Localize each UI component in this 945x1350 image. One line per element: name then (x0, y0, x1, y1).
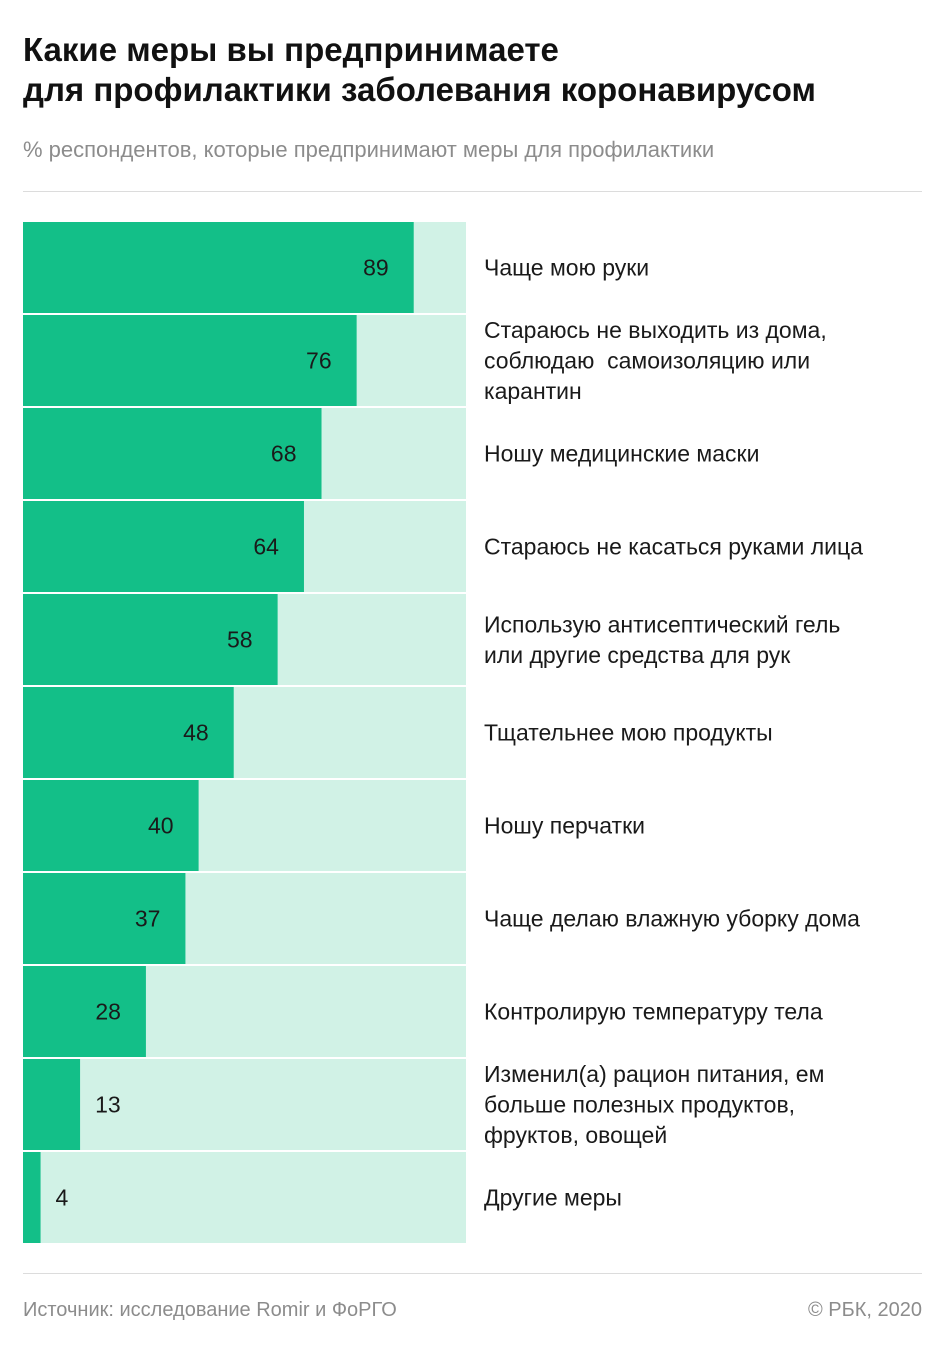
category-label-line: Использую антисептический гель (484, 611, 840, 637)
chart-title-line-2: для профилактики заболевания коронавирус… (23, 71, 816, 108)
bar-value-label: 76 (306, 348, 332, 374)
source-note: Источник: исследование Romir и ФоРГО (23, 1299, 397, 1321)
bar (23, 222, 414, 313)
category-label-line: Ношу перчатки (484, 813, 645, 839)
category-label-line: Стараюсь не выходить из дома, (484, 317, 827, 343)
category-label-line: фруктов, овощей (484, 1122, 667, 1148)
bar-value-label: 28 (95, 999, 121, 1025)
bar-value-label: 64 (253, 534, 279, 560)
chart-title-line-1: Какие меры вы предпринимаете (23, 31, 559, 68)
chart-title: Какие меры вы предпринимаете для профила… (23, 30, 923, 110)
bar-value-label: 13 (95, 1092, 121, 1118)
bar-value-label: 37 (135, 906, 161, 932)
category-label: Чаще мою руки (484, 255, 649, 281)
bar (23, 315, 357, 406)
bar (23, 687, 234, 778)
category-label: Тщательнее мою продукты (484, 720, 773, 746)
category-label-line: Стараюсь не касаться руками лица (484, 534, 863, 560)
category-label: Изменил(а) рацион питания, ем больше поле… (484, 1061, 824, 1148)
category-label-line: Чаще мою руки (484, 255, 649, 281)
bar (23, 1059, 81, 1150)
category-label: Стараюсь не касаться руками лица (484, 534, 863, 560)
category-label-line: Ношу медицинские маски (484, 441, 759, 467)
category-label-line: Другие меры (484, 1185, 622, 1211)
bar-value-label: 4 (56, 1185, 69, 1211)
bar-value-label: 89 (363, 255, 389, 281)
category-label-line: Контролирую температуру тела (484, 999, 823, 1025)
bar-track (23, 1152, 466, 1243)
copyright-note: © РБК, 2020 (807, 1299, 922, 1321)
category-label: Использую антисептический гель или другие… (484, 611, 840, 668)
category-label-line: Изменил(а) рацион питания, ем (484, 1061, 824, 1087)
bar (23, 1152, 41, 1243)
category-label-line: соблюдаю самоизоляцию или (484, 348, 810, 374)
bottom-divider (23, 1273, 922, 1274)
bar (23, 408, 322, 499)
bar-value-label: 68 (271, 441, 297, 467)
chart-subtitle: % респондентов, которые предпринимают ме… (23, 137, 715, 162)
bar-track (23, 1059, 466, 1150)
top-divider (23, 191, 922, 192)
category-label: Ношу медицинские маски (484, 441, 759, 467)
category-label: Стараюсь не выходить из дома, соблюдаю са… (484, 317, 827, 404)
category-label: Ношу перчатки (484, 813, 645, 839)
bar (23, 780, 199, 871)
category-label-line: Чаще делаю влажную уборку дома (484, 906, 860, 932)
bar (23, 873, 186, 964)
bar-value-label: 40 (148, 813, 174, 839)
bar (23, 501, 304, 592)
category-label-line: карантин (484, 378, 582, 404)
category-label: Контролирую температуру тела (484, 999, 823, 1025)
category-label: Другие меры (484, 1185, 622, 1211)
category-label-line: Тщательнее мою продукты (484, 720, 773, 746)
category-label-line: или другие средства для рук (484, 642, 791, 668)
category-label: Чаще делаю влажную уборку дома (484, 906, 860, 932)
bar (23, 966, 146, 1057)
bar-value-label: 48 (183, 720, 209, 746)
bar (23, 594, 278, 685)
category-label-line: больше полезных продуктов, (484, 1092, 795, 1118)
bar-value-label: 58 (227, 627, 253, 653)
